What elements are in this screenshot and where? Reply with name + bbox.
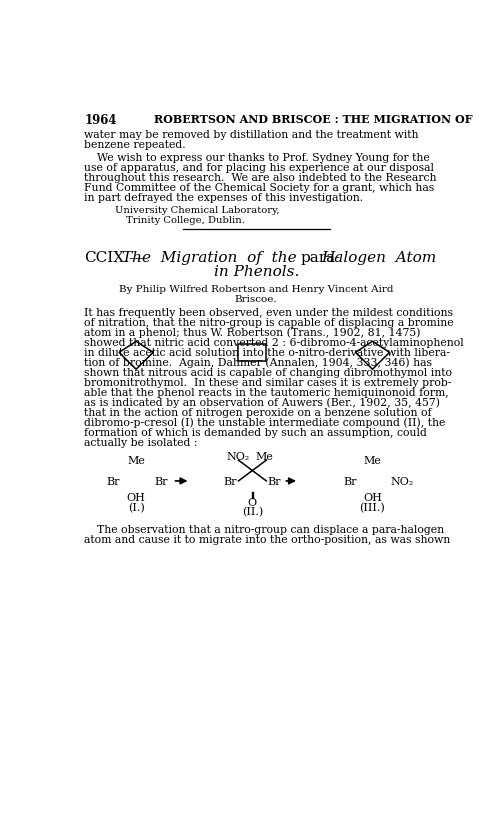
Text: OH: OH — [126, 493, 146, 503]
Text: throughout this research.  We are also indebted to the Research: throughout this research. We are also in… — [84, 173, 436, 183]
Text: bromonitrothymol.  In these and similar cases it is extremely prob-: bromonitrothymol. In these and similar c… — [84, 378, 452, 388]
Text: able that the phenol reacts in the tautomeric hemiquinonoid form,: able that the phenol reacts in the tauto… — [84, 388, 449, 398]
Text: atom in a phenol; thus W. Robertson (Trans., 1902, 81, 1475): atom in a phenol; thus W. Robertson (Tra… — [84, 328, 420, 338]
Text: actually be isolated :: actually be isolated : — [84, 438, 198, 448]
Text: The  Migration  of  the: The Migration of the — [122, 251, 306, 265]
Text: NO₂: NO₂ — [390, 477, 413, 487]
Text: water may be removed by distillation and the treatment with: water may be removed by distillation and… — [84, 130, 418, 139]
Text: Trinity College, Dublin.: Trinity College, Dublin. — [126, 216, 245, 225]
Text: O: O — [248, 497, 257, 508]
Text: as is indicated by an observation of Auwers (Ber., 1902, 35, 457): as is indicated by an observation of Auw… — [84, 398, 440, 408]
Text: para-: para- — [300, 251, 341, 265]
Text: NO₂: NO₂ — [226, 452, 250, 463]
Text: Fund Committee of the Chemical Society for a grant, which has: Fund Committee of the Chemical Society f… — [84, 183, 434, 193]
Text: OH: OH — [363, 493, 382, 503]
Text: tion of bromine.  Again, Dahmer (Annalen, 1904, 333, 346) has: tion of bromine. Again, Dahmer (Annalen,… — [84, 358, 432, 368]
Text: use of apparatus, and for placing his experience at our disposal: use of apparatus, and for placing his ex… — [84, 163, 434, 173]
Text: Br: Br — [106, 477, 120, 487]
Text: that in the action of nitrogen peroxide on a benzene solution of: that in the action of nitrogen peroxide … — [84, 408, 432, 417]
Text: in dilute acetic acid solution into the o-nitro-derivative with libera-: in dilute acetic acid solution into the … — [84, 347, 450, 358]
Text: Me: Me — [127, 456, 145, 466]
Text: in part defrayed the expenses of this investigation.: in part defrayed the expenses of this in… — [84, 193, 363, 203]
Text: (I.): (I.) — [128, 502, 144, 513]
Text: Halogen  Atom: Halogen Atom — [322, 251, 436, 265]
Text: of nitration, that the nitro-group is capable of displacing a bromine: of nitration, that the nitro-group is ca… — [84, 318, 454, 328]
Text: Br: Br — [343, 477, 356, 487]
Text: Br: Br — [154, 477, 168, 487]
Text: We wish to express our thanks to Prof. Sydney Young for the: We wish to express our thanks to Prof. S… — [96, 153, 429, 163]
Text: atom and cause it to migrate into the ortho-position, as was shown: atom and cause it to migrate into the or… — [84, 535, 450, 544]
Text: ROBERTSON AND BRISCOE : THE MIGRATION OF: ROBERTSON AND BRISCOE : THE MIGRATION OF — [154, 115, 472, 125]
Text: By Philip Wilfred Robertson and Henry Vincent Aird: By Philip Wilfred Robertson and Henry Vi… — [119, 285, 394, 294]
Text: Br: Br — [267, 477, 280, 487]
Text: Briscoe.: Briscoe. — [235, 295, 278, 304]
Text: 1964: 1964 — [84, 115, 116, 127]
Text: Me: Me — [256, 452, 274, 463]
Text: (II.): (II.) — [242, 507, 263, 517]
Text: benzene repeated.: benzene repeated. — [84, 139, 186, 150]
Text: University Chemical Laboratory,: University Chemical Laboratory, — [115, 206, 280, 215]
Text: Me: Me — [364, 456, 382, 466]
Text: Br: Br — [224, 477, 237, 487]
Text: It has frequently been observed, even under the mildest conditions: It has frequently been observed, even un… — [84, 308, 453, 318]
Text: in Phenols.: in Phenols. — [214, 265, 299, 279]
Text: shown that nitrous acid is capable of changing dibromothymol into: shown that nitrous acid is capable of ch… — [84, 368, 452, 378]
Text: The observation that a nitro-group can displace a para-halogen: The observation that a nitro-group can d… — [96, 525, 444, 535]
Text: (III.): (III.) — [360, 502, 386, 513]
Text: dibromo-p-cresol (I) the unstable intermediate compound (II), the: dibromo-p-cresol (I) the unstable interm… — [84, 417, 446, 428]
Text: CCIX.—: CCIX.— — [84, 251, 144, 265]
Text: formation of which is demanded by such an assumption, could: formation of which is demanded by such a… — [84, 428, 427, 438]
Text: showed that nitric acid converted 2 : 6-dibromo-4-acetylaminophenol: showed that nitric acid converted 2 : 6-… — [84, 337, 464, 347]
